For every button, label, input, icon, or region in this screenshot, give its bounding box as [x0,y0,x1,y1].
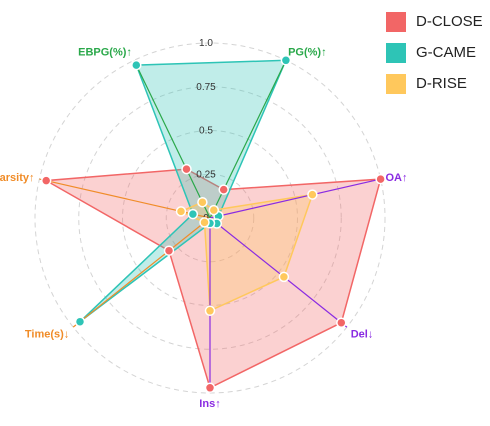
axis-label: Ins↑ [199,398,220,410]
data-point [163,245,175,256]
legend-swatch [386,73,406,94]
axis-label: Time(s)↓ [25,328,69,340]
data-point [336,317,347,328]
legend-swatch [386,11,406,32]
axis-lines [39,60,381,393]
data-point [307,189,318,200]
legend-label: D-CLOSE [416,13,483,30]
series-area-d-close [43,168,382,389]
axis-line [209,217,348,328]
data-point [131,59,142,71]
data-point [204,305,216,317]
legend-label: G-CAME [416,44,476,61]
axis-label: Del↓ [351,328,374,340]
data-point [187,208,199,220]
data-point [278,271,290,283]
tick-label: 0.75 [196,82,216,93]
legend-item-d-close[interactable]: D-CLOSE [386,6,483,37]
axis-label: Sparsity↑ [0,172,35,184]
data-point [208,204,220,216]
legend-item-d-rise[interactable]: D-RISE [386,68,483,99]
legend-label: D-RISE [416,75,467,92]
data-point [74,316,86,327]
data-point [40,175,52,186]
data-point [181,163,192,175]
legend: D-CLOSE G-CAME D-RISE [386,6,483,99]
legend-item-g-came[interactable]: G-CAME [386,37,483,68]
axis-label: EBPG(%)↑ [78,46,132,58]
data-point [280,55,292,66]
data-point [199,217,210,228]
axis-line [72,217,211,328]
series-layer [43,59,382,389]
data-point [197,196,208,208]
data-point [375,173,386,185]
grid-circle [78,86,342,350]
grid-circle [165,173,255,263]
axis-label: OA↑ [386,172,408,184]
data-point [175,206,187,217]
axis-line [209,178,381,219]
data-points [40,55,386,394]
axis-labels: PG(%)↑ OA↑ Del↓ Ins↑ Time(s)↓ Sparsity↑ EBPG(%… [0,46,408,410]
axis-label: PG(%)↑ [288,46,327,58]
tick-label: 0.25 [196,169,216,180]
legend-swatch [386,42,406,63]
tick-label: 0.5 [199,126,213,137]
tick-label: 1.0 [199,38,213,49]
axis-line [133,60,211,219]
data-point [218,184,229,195]
data-point [204,382,216,394]
